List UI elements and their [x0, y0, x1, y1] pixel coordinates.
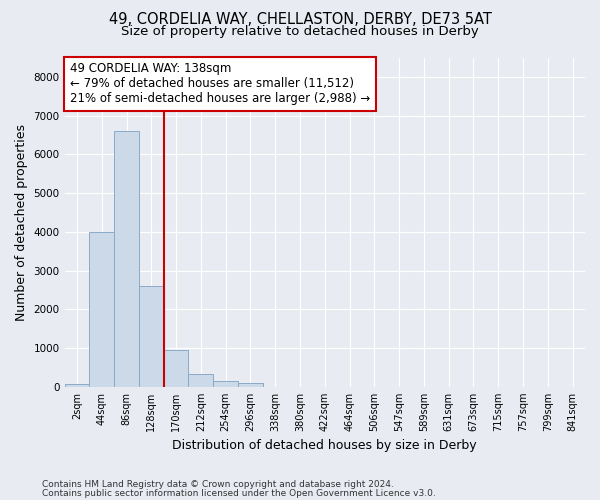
Bar [65, 384, 89, 387]
Y-axis label: Number of detached properties: Number of detached properties [15, 124, 28, 320]
Text: Size of property relative to detached houses in Derby: Size of property relative to detached ho… [121, 25, 479, 38]
X-axis label: Distribution of detached houses by size in Derby: Distribution of detached houses by size … [172, 440, 477, 452]
Bar [213, 382, 238, 387]
Text: 49 CORDELIA WAY: 138sqm
← 79% of detached houses are smaller (11,512)
21% of sem: 49 CORDELIA WAY: 138sqm ← 79% of detache… [70, 62, 370, 106]
Bar [238, 382, 263, 387]
Text: 49, CORDELIA WAY, CHELLASTON, DERBY, DE73 5AT: 49, CORDELIA WAY, CHELLASTON, DERBY, DE7… [109, 12, 491, 28]
Bar [164, 350, 188, 387]
Bar [139, 286, 164, 387]
Bar [188, 374, 213, 387]
Text: Contains public sector information licensed under the Open Government Licence v3: Contains public sector information licen… [42, 488, 436, 498]
Bar [89, 232, 114, 387]
Text: Contains HM Land Registry data © Crown copyright and database right 2024.: Contains HM Land Registry data © Crown c… [42, 480, 394, 489]
Bar [114, 131, 139, 387]
